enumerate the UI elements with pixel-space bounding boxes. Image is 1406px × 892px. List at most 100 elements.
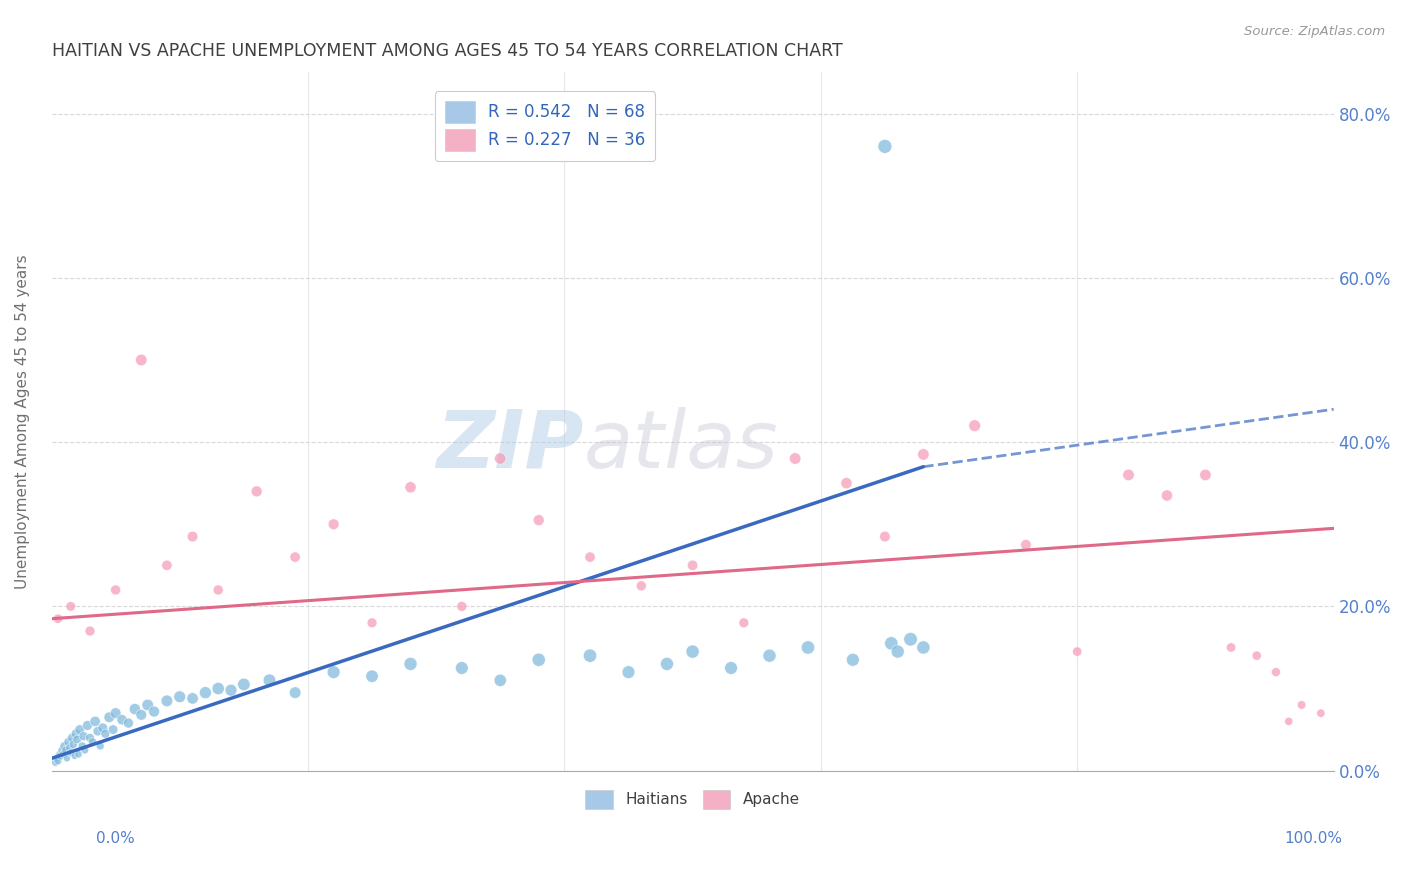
Point (912, 447, 935, 461)
Point (63, 748, 86, 763)
Point (194, 686, 217, 700)
Point (44, 756, 66, 770)
Point (733, 615, 755, 630)
Point (835, 476, 858, 491)
Point (527, 513, 550, 527)
Point (1291, 698, 1313, 712)
Point (399, 657, 422, 671)
Point (880, 636, 903, 650)
Point (1220, 640, 1243, 655)
Point (65, 727, 87, 741)
Point (1015, 538, 1038, 552)
Point (963, 418, 986, 433)
Point (66, 732, 89, 747)
Point (655, 657, 678, 671)
Point (136, 698, 159, 712)
Point (59, 746, 82, 760)
Point (60, 731, 83, 745)
Point (52, 747, 75, 762)
Point (94, 727, 117, 741)
Point (104, 582, 127, 597)
Text: atlas: atlas (583, 407, 779, 485)
Point (682, 558, 704, 573)
Point (45, 751, 67, 765)
Point (56, 751, 79, 765)
Point (58, 735, 80, 749)
Point (1278, 714, 1301, 729)
Point (62, 738, 84, 752)
Point (1066, 644, 1088, 658)
Text: 100.0%: 100.0% (1285, 831, 1343, 846)
Point (1156, 488, 1178, 502)
Point (46, 754, 69, 768)
Point (361, 615, 384, 630)
Point (630, 579, 652, 593)
Point (912, 640, 935, 655)
Point (55, 743, 77, 757)
Point (169, 690, 191, 704)
Point (104, 706, 127, 721)
Point (1118, 467, 1140, 482)
Point (46, 612, 69, 626)
Point (842, 653, 865, 667)
Point (156, 558, 179, 573)
Point (873, 139, 896, 153)
Point (69, 723, 91, 737)
Point (143, 705, 166, 719)
Point (67, 747, 90, 762)
Point (1309, 706, 1331, 721)
Point (98, 710, 121, 724)
Point (207, 582, 229, 597)
Text: HAITIAN VS APACHE UNEMPLOYMENT AMONG AGES 45 TO 54 YEARS CORRELATION CHART: HAITIAN VS APACHE UNEMPLOYMENT AMONG AGE… (52, 42, 842, 60)
Point (886, 644, 908, 658)
Point (489, 451, 512, 466)
Point (49, 748, 72, 763)
Point (124, 702, 146, 716)
Point (758, 648, 780, 663)
Point (73, 743, 96, 757)
Point (129, 353, 152, 368)
Point (1246, 648, 1268, 663)
Point (84, 714, 107, 729)
Point (682, 644, 704, 658)
Point (117, 716, 139, 731)
Point (322, 665, 344, 679)
Point (59, 599, 82, 614)
Point (91, 721, 114, 735)
Text: 0.0%: 0.0% (96, 831, 135, 846)
Point (101, 723, 124, 737)
Point (579, 648, 602, 663)
Point (76, 718, 98, 732)
Point (1194, 467, 1216, 482)
Point (53, 739, 76, 753)
Point (579, 550, 602, 565)
Point (181, 691, 204, 706)
Point (797, 640, 820, 655)
Point (79, 731, 101, 745)
Point (617, 665, 640, 679)
Point (450, 599, 472, 614)
Point (232, 677, 254, 691)
Point (720, 661, 742, 675)
Point (181, 530, 204, 544)
Point (284, 686, 307, 700)
Point (129, 707, 152, 722)
Point (79, 624, 101, 638)
Point (156, 694, 179, 708)
Text: Source: ZipAtlas.com: Source: ZipAtlas.com (1244, 25, 1385, 38)
Point (246, 484, 269, 499)
Point (82, 735, 104, 749)
Point (450, 661, 472, 675)
Legend: Haitians, Apache: Haitians, Apache (579, 783, 806, 815)
Point (873, 530, 896, 544)
Point (219, 683, 242, 698)
Point (1264, 665, 1286, 679)
Point (111, 713, 134, 727)
Point (527, 653, 550, 667)
Point (322, 517, 344, 532)
Point (72, 729, 94, 743)
Point (489, 673, 512, 688)
Point (399, 480, 422, 494)
Point (785, 451, 807, 466)
Point (89, 739, 111, 753)
